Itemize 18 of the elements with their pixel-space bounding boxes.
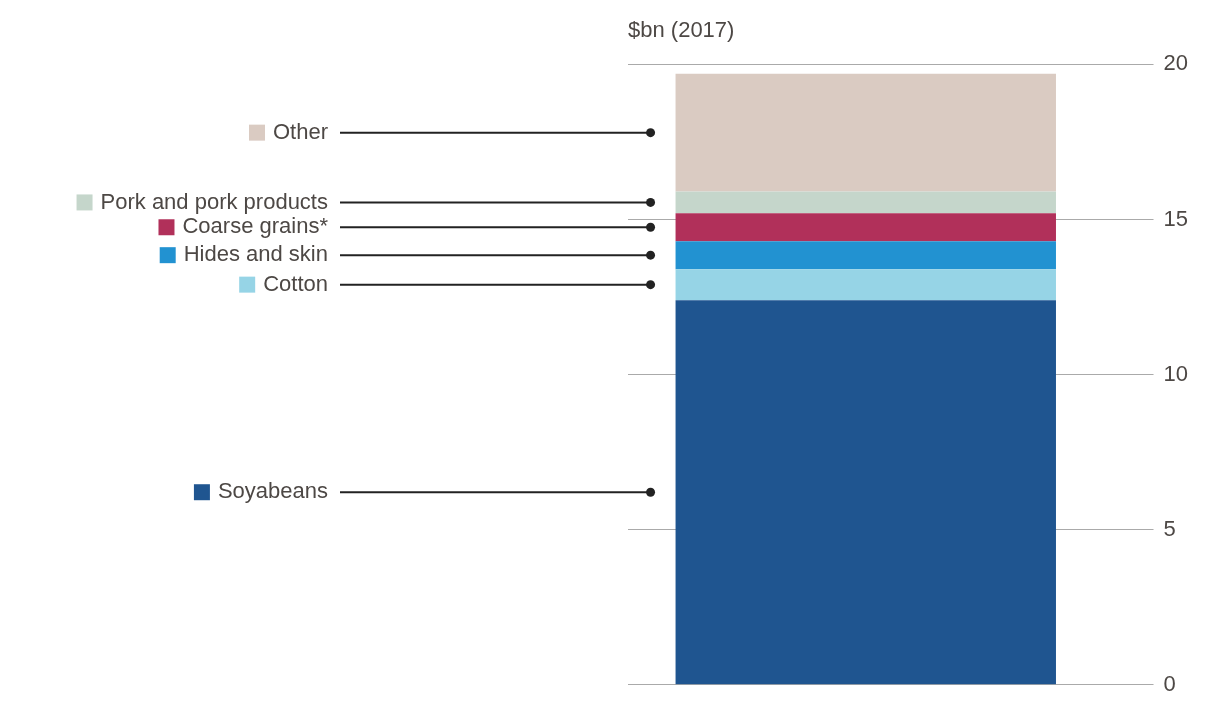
legend-label: Hides and skin xyxy=(183,241,328,267)
y-tick-label: 0 xyxy=(1163,670,1176,696)
y-tick-label: 15 xyxy=(1163,205,1189,231)
legend-label: Cotton xyxy=(263,270,328,296)
bar xyxy=(675,269,1056,301)
bar xyxy=(675,213,1056,242)
bar xyxy=(675,300,1056,685)
bar xyxy=(675,73,1056,192)
legend-label: Soyabeans xyxy=(217,478,328,504)
bar xyxy=(675,191,1056,214)
legend-label: Pork and pork products xyxy=(100,188,328,214)
bar xyxy=(675,241,1056,270)
chart-title: $bn (2017) xyxy=(628,17,735,43)
y-tick-label: 20 xyxy=(1163,50,1189,76)
y-tick-label: 10 xyxy=(1163,360,1189,386)
legend-label: Coarse grains* xyxy=(182,213,329,239)
legend-label: Other xyxy=(272,118,328,144)
y-tick-label: 5 xyxy=(1163,515,1176,541)
